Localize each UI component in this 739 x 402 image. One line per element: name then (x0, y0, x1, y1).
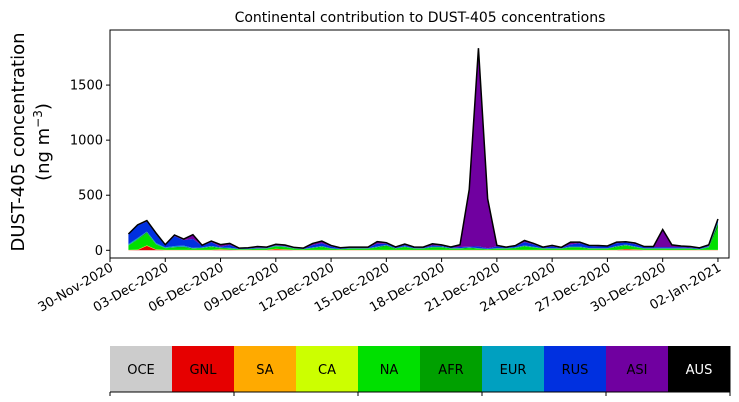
legend-label-na: NA (380, 363, 399, 378)
area-rus (128, 220, 718, 249)
y-axis-label-line2: (ng m−3) (31, 103, 54, 181)
plot-areas (128, 48, 718, 251)
legend-label-gnl: GNL (189, 363, 217, 378)
legend-swatch-gnl (172, 346, 235, 392)
y-axis-label: DUST-405 concentration (ng m−3) (8, 32, 54, 251)
legend-label-aus: AUS (686, 363, 713, 378)
legend-bar: OCE GNL SA CA NA AFR EUR RUS ASI AUS (109, 346, 731, 396)
y-tick-label: 1000 (70, 134, 103, 149)
chart-title: Continental contribution to DUST-405 con… (235, 10, 606, 26)
legend-swatch-oce (110, 346, 173, 392)
legend-label-sa: SA (256, 363, 273, 378)
area-aus (128, 48, 718, 249)
y-axis-label-line1: DUST-405 concentration (8, 32, 29, 251)
legend-swatch-aus (668, 346, 731, 392)
legend-swatch-rus (544, 346, 607, 392)
area-ca (128, 245, 718, 250)
legend-swatch-na (358, 346, 421, 392)
x-ticks: 30-Nov-202003-Dec-202006-Dec-202009-Dec-… (36, 258, 724, 316)
plot-frame (109, 29, 730, 259)
legend-label-ca: CA (318, 363, 336, 378)
y-tick-label: 500 (78, 189, 103, 204)
legend-swatch-asi (606, 346, 669, 392)
legend-label-afr: AFR (438, 363, 463, 378)
legend-swatch-sa (234, 346, 297, 392)
y-tick-label: 1500 (70, 79, 103, 94)
y-tick-label: 0 (95, 244, 103, 259)
area-asi (128, 48, 718, 249)
legend-label-rus: RUS (562, 363, 589, 378)
total-outline (127, 48, 719, 249)
legend-swatch-ca (296, 346, 359, 392)
legend-swatch-afr (420, 346, 483, 392)
y-ticks: 0 500 1000 1500 (70, 79, 110, 259)
legend-label-asi: ASI (627, 363, 648, 378)
legend-label-oce: OCE (127, 363, 155, 378)
legend-swatch-eur (482, 346, 545, 392)
legend-label-eur: EUR (500, 363, 527, 378)
